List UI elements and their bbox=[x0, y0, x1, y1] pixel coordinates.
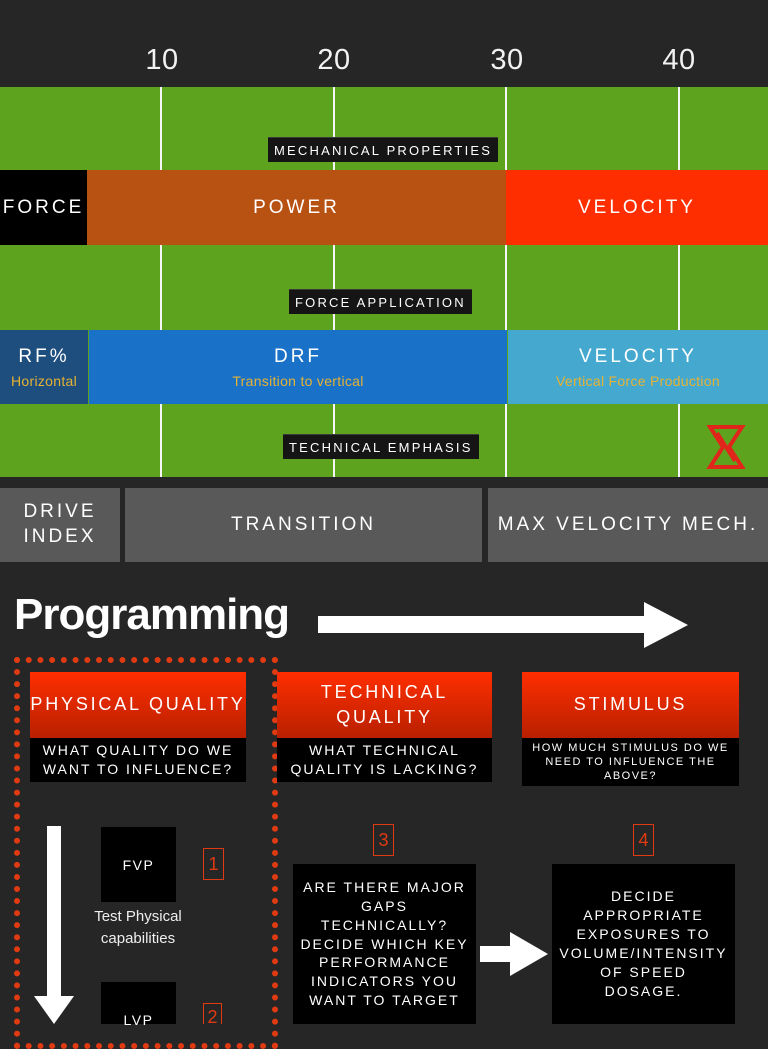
technical-quality-question: WHAT TECHNICAL QUALITY IS LACKING? bbox=[290, 742, 479, 777]
transition-box: TRANSITION bbox=[125, 488, 482, 562]
force-band-label: FORCE bbox=[2, 196, 85, 218]
hourglass-logo-icon bbox=[706, 425, 746, 469]
drive-index-box: DRIVE INDEX bbox=[0, 488, 120, 562]
step-2-badge: 2 bbox=[203, 1003, 222, 1027]
lvp-label: LVP bbox=[123, 1012, 154, 1028]
velocity-band: VELOCITY bbox=[506, 170, 768, 245]
power-band: POWER bbox=[87, 170, 506, 245]
force-band: FORCE bbox=[0, 170, 87, 245]
max-velocity-box: MAX VELOCITY MECH. bbox=[488, 488, 768, 562]
fvp-label: FVP bbox=[122, 856, 155, 873]
physical-quality-head: PHYSICAL QUALITY bbox=[30, 672, 246, 738]
step-3-box: ARE THERE MAJOR GAPS TECHNICALLY? DECIDE… bbox=[293, 864, 476, 1024]
step-4-box: DECIDE APPROPRIATE EXPOSURES TO VOLUME/I… bbox=[552, 864, 735, 1024]
force-application-tag: FORCE APPLICATION bbox=[289, 289, 472, 314]
arrow-right-small-icon bbox=[480, 932, 548, 976]
stimulus-title: STIMULUS bbox=[573, 694, 688, 715]
axis-tick-30: 30 bbox=[490, 44, 524, 76]
power-band-label: POWER bbox=[253, 196, 340, 218]
step-4-text: DECIDE APPROPRIATE EXPOSURES TO VOLUME/I… bbox=[559, 888, 728, 999]
stimulus-question: HOW MUCH STIMULUS DO WE NEED TO INFLUENC… bbox=[532, 741, 729, 783]
drf-band-label: DRF bbox=[273, 345, 323, 367]
physical-quality-question-box: WHAT QUALITY DO WE WANT TO INFLUENCE? bbox=[30, 738, 246, 782]
vertical-velocity-band-label: VELOCITY bbox=[579, 345, 697, 367]
gridline-30 bbox=[505, 87, 507, 477]
rf-band-label: RF% bbox=[18, 345, 70, 367]
vertical-velocity-band-sub: Vertical Force Production bbox=[556, 372, 720, 389]
fvp-box: FVP bbox=[101, 827, 176, 902]
max-velocity-label: MAX VELOCITY MECH. bbox=[497, 513, 759, 535]
drive-index-label: DRIVE INDEX bbox=[23, 501, 97, 547]
vertical-velocity-band: VELOCITY Vertical Force Production bbox=[508, 330, 768, 404]
transition-label: TRANSITION bbox=[230, 513, 377, 535]
axis-tick-40: 40 bbox=[662, 44, 696, 76]
stimulus-head: STIMULUS bbox=[522, 672, 739, 738]
axis-tick-10: 10 bbox=[145, 44, 179, 76]
step-3-text: ARE THERE MAJOR GAPS TECHNICALLY? DECIDE… bbox=[300, 878, 469, 1009]
arrow-right-icon bbox=[318, 602, 688, 648]
test-physical-caption: Test Physical capabilities bbox=[94, 908, 182, 947]
gridline-20 bbox=[333, 87, 335, 477]
stimulus-question-box: HOW MUCH STIMULUS DO WE NEED TO INFLUENC… bbox=[522, 738, 739, 786]
technical-quality-title: TECHNICAL QUALITY bbox=[320, 681, 449, 727]
arrow-down-icon bbox=[34, 826, 74, 1024]
mechanical-properties-tag: MECHANICAL PROPERTIES bbox=[268, 137, 499, 162]
gridline-10 bbox=[160, 87, 162, 477]
rf-band: RF% Horizontal bbox=[0, 330, 88, 404]
programming-title: Programming bbox=[14, 590, 290, 639]
step-3-badge: 3 bbox=[373, 824, 394, 856]
physical-quality-question: WHAT QUALITY DO WE WANT TO INFLUENCE? bbox=[42, 742, 234, 777]
technical-emphasis-tag: TECHNICAL EMPHASIS bbox=[283, 434, 479, 459]
lvp-box: LVP bbox=[101, 982, 176, 1028]
gridline-40 bbox=[678, 87, 680, 477]
velocity-band-label: VELOCITY bbox=[578, 196, 696, 218]
technical-quality-question-box: WHAT TECHNICAL QUALITY IS LACKING? bbox=[277, 738, 492, 782]
axis-tick-20: 20 bbox=[317, 44, 351, 76]
drf-band: DRF Transition to vertical bbox=[89, 330, 507, 404]
step-1-badge: 1 bbox=[203, 848, 224, 880]
physical-quality-title: PHYSICAL QUALITY bbox=[30, 694, 246, 715]
rf-band-sub: Horizontal bbox=[10, 372, 78, 389]
drf-band-sub: Transition to vertical bbox=[232, 372, 364, 389]
technical-quality-head: TECHNICAL QUALITY bbox=[277, 672, 492, 738]
step-4-badge: 4 bbox=[633, 824, 654, 856]
